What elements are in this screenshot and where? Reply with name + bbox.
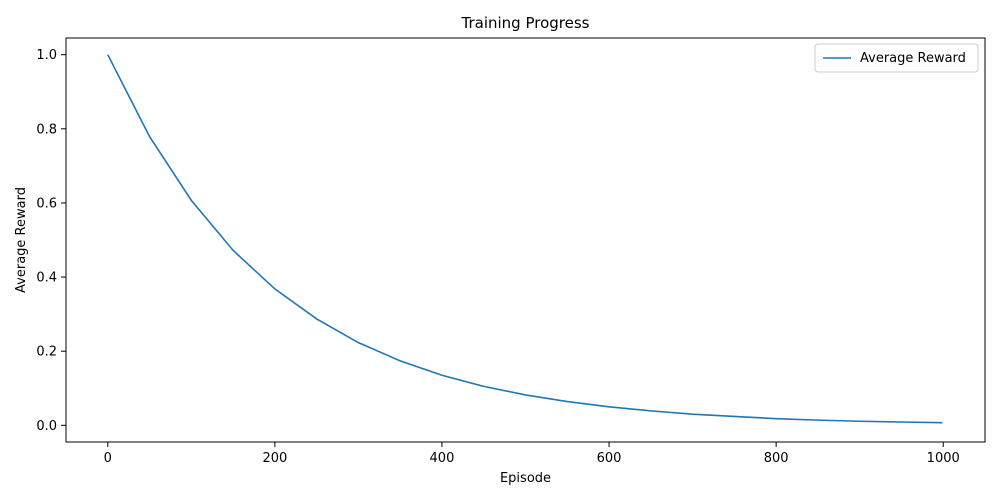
y-tick-label: 0.2 (36, 345, 57, 360)
y-tick-label: 1.0 (36, 48, 57, 63)
legend-box (814, 43, 979, 73)
x-tick-label: 1000 (927, 451, 960, 466)
y-tick-label: 0.4 (36, 271, 57, 286)
chart-title: Training Progress (461, 14, 590, 32)
plot-frame (65, 37, 986, 443)
x-tick-label: 200 (262, 451, 287, 466)
y-tick-label: 0.8 (36, 122, 57, 137)
x-tick-label: 600 (597, 451, 622, 466)
plot-area: 0 200 400 600 800 1000 0.0 0.2 0.4 0.6 0.8 1.0 (36, 37, 986, 466)
x-tick-label: 800 (764, 451, 789, 466)
x-axis: 0 200 400 600 800 1000 (104, 442, 960, 466)
y-axis: 0.0 0.2 0.4 0.6 0.8 1.0 (36, 48, 66, 434)
y-tick-label: 0.6 (36, 196, 57, 211)
y-tick-label: 0.0 (36, 419, 57, 434)
legend: Average Reward (814, 43, 979, 73)
x-axis-label: Episode (500, 471, 551, 486)
x-tick-label: 400 (430, 451, 455, 466)
legend-label: Average Reward (860, 51, 966, 66)
x-tick-label: 0 (104, 451, 112, 466)
y-axis-label: Average Reward (14, 187, 29, 293)
series-line-average-reward (107, 54, 943, 424)
